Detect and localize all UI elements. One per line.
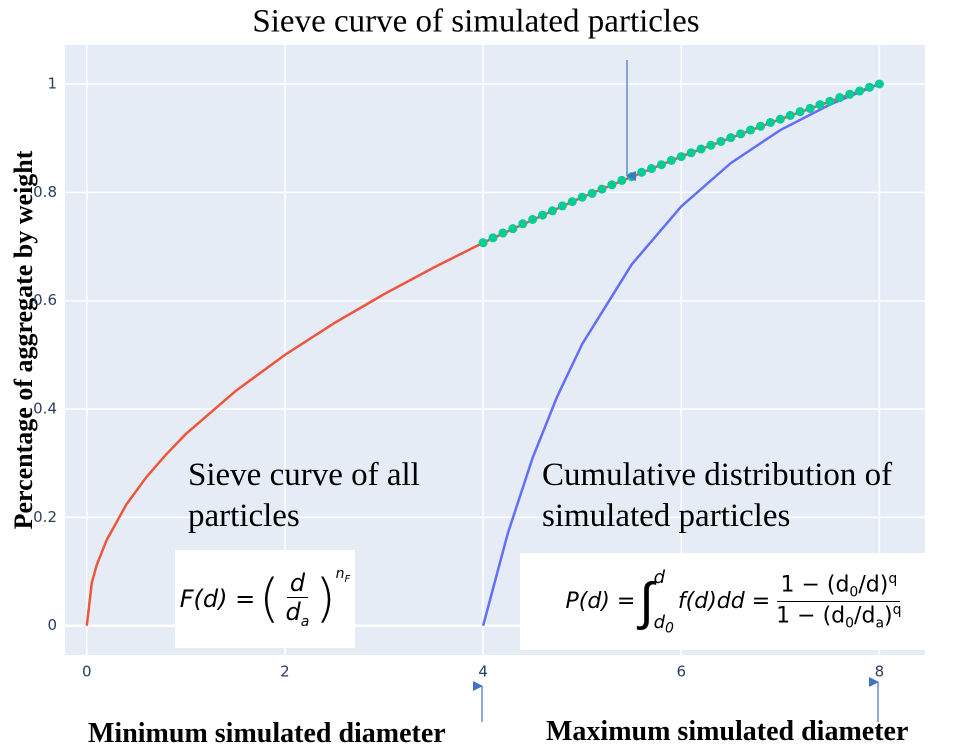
marker (815, 100, 825, 110)
annotation: Maximum simulated diameter (546, 716, 909, 747)
y-tick-label: 0 (47, 616, 57, 634)
annotation: Minimum simulated diameter (88, 718, 446, 749)
marker (627, 172, 637, 182)
marker (865, 82, 875, 92)
marker (775, 114, 785, 124)
marker (637, 167, 647, 177)
marker (647, 164, 657, 174)
formula-text: n (335, 566, 345, 582)
y-tick-label: 1 (47, 75, 57, 93)
marker (666, 155, 676, 165)
formula-text: a (300, 613, 310, 630)
formula-text: d (286, 569, 309, 598)
marker (656, 160, 666, 170)
marker (855, 86, 865, 96)
formula-text: /d) (858, 572, 889, 598)
line (481, 82, 880, 627)
marker (706, 140, 716, 150)
marker (538, 210, 548, 220)
marker (696, 144, 706, 154)
marker (686, 148, 696, 158)
y-tick-label: 0.6 (33, 291, 57, 309)
formula-text: a (875, 615, 885, 632)
marker (528, 214, 538, 224)
marker (716, 136, 726, 146)
formula-text: F (344, 573, 351, 585)
formula-text: q (892, 602, 902, 618)
formula-text: q (888, 571, 898, 588)
annotation: Sieve curve of all particles (188, 457, 420, 534)
formula-text: P(d) = (565, 589, 636, 614)
marker (736, 129, 746, 139)
x-tick-label: 8 (875, 663, 885, 681)
chart-title: Sieve curve of simulated particles (252, 4, 699, 40)
marker (845, 89, 855, 99)
formula-text: F(d) = (179, 585, 256, 613)
formula-text: /d (854, 603, 876, 629)
x-tick-label: 4 (478, 663, 488, 681)
marker (587, 188, 597, 198)
marker (835, 93, 845, 103)
y-axis-label: Percentage of aggregate by weight (9, 150, 38, 529)
marker (746, 125, 756, 135)
formula-text: d (653, 611, 665, 633)
y-tick-label: 0.2 (33, 508, 57, 526)
marker (676, 152, 686, 162)
marker (597, 184, 607, 194)
formula-text: ) (315, 569, 336, 629)
marker (805, 103, 815, 113)
formula-text: ( (259, 569, 280, 629)
formula-text: 1 − (d (780, 572, 850, 598)
formula-text: 0 (849, 585, 859, 601)
formula-text: d (285, 597, 301, 626)
formula-text: ∫ (639, 571, 654, 632)
y-tick-label: 0.8 (33, 183, 57, 201)
marker (498, 228, 508, 238)
marker (508, 224, 518, 234)
formula-text: ) (884, 603, 893, 629)
marker (795, 107, 805, 117)
marker (557, 201, 567, 211)
marker (478, 238, 488, 248)
formula-text: 0 (845, 615, 855, 632)
marker (488, 233, 498, 243)
x-tick-label: 2 (280, 663, 290, 681)
formula-text: 1 − (d (776, 603, 846, 629)
marker (765, 117, 775, 127)
formula: F(d) = ( d da ) nF (175, 550, 355, 648)
x-tick-label: 0 (82, 663, 92, 681)
marker (567, 197, 577, 207)
annotation: Cumulative distribution of simulated par… (542, 457, 893, 534)
marker (825, 96, 835, 106)
marker (785, 110, 795, 120)
formula-text: 0 (665, 620, 674, 637)
formula-text: f(d)dd = (677, 589, 771, 614)
formula: P(d) = ∫ d d0 f(d)dd = 1 − (d0/d)q 1 − (d0… (520, 553, 953, 650)
marker (756, 121, 766, 131)
formula-text: d (653, 566, 665, 588)
marker (617, 175, 627, 185)
marker (607, 180, 617, 190)
marker (518, 219, 528, 229)
y-tick-label: 0.4 (33, 400, 57, 418)
marker (726, 133, 736, 143)
marker (577, 192, 587, 202)
marker (547, 206, 557, 216)
marker (874, 79, 884, 89)
x-tick-label: 6 (676, 663, 686, 681)
